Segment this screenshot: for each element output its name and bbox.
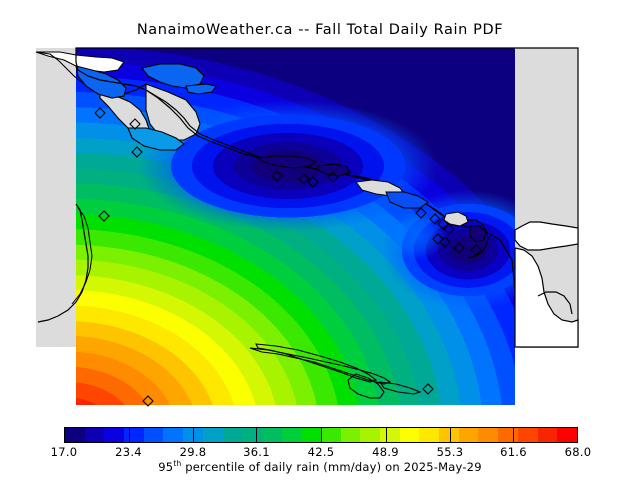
colorbar-swatch-11 — [281, 428, 302, 442]
colorbar-swatch-1 — [84, 428, 105, 442]
colorbar-swatch-18 — [419, 428, 440, 442]
colorbar-swatch-12 — [301, 428, 321, 442]
colorbar-label-5: 48.9 — [372, 445, 399, 459]
colorbar-label-3: 36.1 — [243, 445, 270, 459]
colorbar-label-2: 29.8 — [179, 445, 207, 459]
colorbar-swatch-19 — [439, 428, 459, 442]
colorbar-tick-labels: 17.0 23.4 29.8 36.1 42.5 48.9 55.3 61.6 68.0 — [0, 445, 640, 459]
colorbar-swatch-22 — [498, 428, 518, 442]
colorbar-swatch-20 — [458, 428, 479, 442]
colorbar-swatch-16 — [380, 428, 400, 442]
colorbar-swatch-13 — [320, 428, 341, 442]
caption-rest: percentile of daily rain (mm/day) on 202… — [181, 460, 482, 474]
colorbar-swatch-17 — [399, 428, 420, 442]
colorbar-shadow — [4, 4, 518, 20]
colorbar-swatch-10 — [261, 428, 282, 442]
contour-field — [76, 48, 515, 347]
caption-prefix: 95 — [158, 460, 174, 474]
colorbar-swatch-8 — [222, 428, 243, 442]
colorbar-swatch-5 — [163, 428, 184, 442]
map-lower-strip — [76, 347, 515, 405]
colorbar-swatch-24 — [537, 428, 558, 442]
colorbar-tick-5 — [385, 427, 387, 443]
contour-base-layer-lower — [76, 347, 515, 405]
colorbar-tick-3 — [256, 427, 258, 443]
colorbar-swatch-21 — [478, 428, 499, 442]
map-clip — [36, 48, 578, 347]
colorbar-swatch-14 — [340, 428, 361, 442]
colorbar-tick-1 — [128, 427, 130, 443]
colorbar-ticks — [64, 427, 578, 443]
colorbar-swatch-4 — [143, 428, 164, 442]
colorbar-tick-4 — [321, 427, 322, 443]
colorbar-label-6: 55.3 — [436, 445, 464, 459]
map-panel[interactable] — [36, 48, 578, 347]
colorbar-tick-7 — [513, 427, 515, 443]
colorbar-swatch-2 — [104, 428, 125, 442]
colorbar-label-7: 61.6 — [500, 445, 527, 459]
page-title: NanaimoWeather.ca -- Fall Total Daily Ra… — [136, 22, 504, 38]
colorbar-label-4: 42.5 — [307, 445, 335, 459]
colorbar-tick-2 — [193, 427, 194, 443]
colorbar-swatch-7 — [202, 428, 223, 442]
colorbar-swatch-6 — [183, 428, 203, 442]
colorbar-label-8: 68.0 — [564, 445, 592, 459]
colorbar[interactable] — [64, 427, 578, 443]
colorbar-caption: 95th percentile of daily rain (mm/day) o… — [0, 460, 640, 474]
colorbar-swatch-15 — [360, 428, 380, 442]
colorbar-swatch-0 — [65, 428, 85, 442]
colorbar-swatch-25 — [557, 428, 577, 442]
contour-minimum-pocket — [76, 48, 515, 347]
colorbar-label-1: 23.4 — [115, 445, 142, 459]
colorbar-label-0: 17.0 — [50, 445, 78, 459]
colorbar-swatch-23 — [517, 428, 538, 442]
caption-superscript: th — [173, 459, 182, 469]
colorbar-tick-6 — [450, 427, 451, 443]
